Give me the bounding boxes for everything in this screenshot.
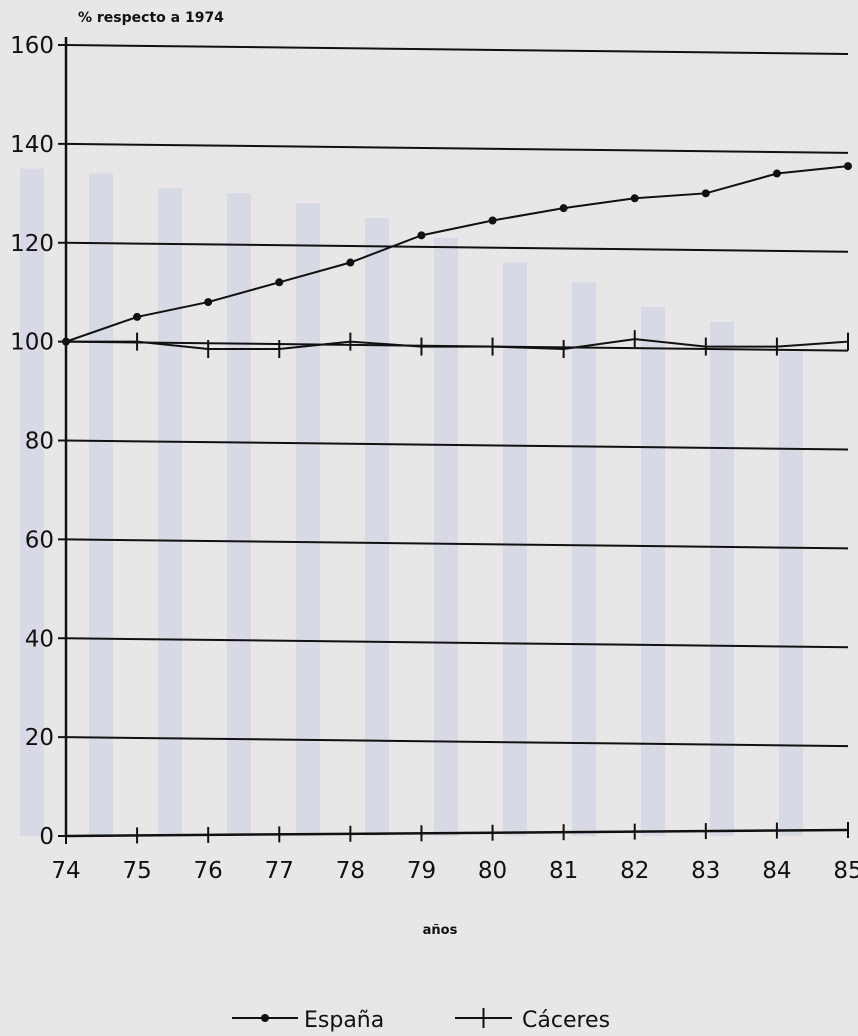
bleed-through-bar xyxy=(365,218,389,836)
x-tick-label: 75 xyxy=(122,858,151,884)
data-point xyxy=(630,194,639,203)
legend-label: Cáceres xyxy=(522,1008,610,1033)
y-tick-label: 120 xyxy=(10,231,54,257)
y-tick-label: 0 xyxy=(39,824,54,850)
data-point xyxy=(701,189,710,198)
y-tick-label: 140 xyxy=(10,132,54,158)
legend-marker xyxy=(261,1014,269,1022)
grid-line xyxy=(65,637,849,649)
x-axis-label: años xyxy=(423,923,458,938)
x-tick-label: 83 xyxy=(691,858,720,884)
grid-line xyxy=(65,439,849,451)
y-axis-label: % respecto a 1974 xyxy=(78,10,224,26)
bleed-through-bar xyxy=(227,193,251,836)
data-point xyxy=(772,169,781,178)
x-tick-label: 85 xyxy=(833,858,858,884)
data-point xyxy=(488,216,497,225)
bleed-through-bar xyxy=(779,351,803,836)
grid-line xyxy=(65,44,849,55)
y-tick-labels: 0 20 40 60 80 100 120 140 160 xyxy=(10,33,54,850)
bleed-through-bar xyxy=(503,262,527,836)
bleed-through-bar xyxy=(20,168,44,836)
data-point xyxy=(844,162,852,171)
x-tick-labels: 74 75 76 77 78 79 80 81 82 83 84 85 xyxy=(51,858,858,884)
bleed-through-bar xyxy=(710,321,734,837)
x-tick-label: 78 xyxy=(336,858,365,884)
x-tick-label: 74 xyxy=(51,858,80,884)
y-tick-label: 80 xyxy=(25,429,54,455)
series-line xyxy=(66,338,849,351)
x-tick-label: 84 xyxy=(762,858,791,884)
grid-line xyxy=(65,538,849,550)
grid-line xyxy=(65,142,849,154)
data-point xyxy=(559,204,568,213)
data-point xyxy=(204,298,213,307)
series-c-ceres xyxy=(65,330,849,359)
series-line xyxy=(65,165,849,343)
y-tick-label: 40 xyxy=(25,626,54,652)
bleed-through-bar xyxy=(158,188,182,836)
legend: España Cáceres xyxy=(232,1008,610,1033)
x-tick-label: 77 xyxy=(265,858,294,884)
y-tick-label: 60 xyxy=(25,527,54,553)
legend-item: Cáceres xyxy=(455,1008,610,1033)
legend-item: España xyxy=(232,1008,384,1033)
axes xyxy=(58,37,849,844)
x-tick-label: 76 xyxy=(194,858,223,884)
bleed-through-bar xyxy=(572,282,596,836)
y-tick-label: 160 xyxy=(10,33,54,59)
x-axis-line xyxy=(65,828,849,838)
series-espa-a xyxy=(62,162,852,346)
data-point xyxy=(417,231,426,240)
grid-line xyxy=(65,736,849,748)
series-layer xyxy=(62,162,852,359)
x-tick-label: 79 xyxy=(407,858,436,884)
data-point xyxy=(275,278,284,287)
bleed-through-bar xyxy=(434,237,458,836)
data-point xyxy=(133,312,142,321)
bleed-through-bar xyxy=(641,307,665,836)
bleed-through-decoration xyxy=(20,168,803,837)
grid-line xyxy=(65,241,849,253)
y-tick-label: 20 xyxy=(25,725,54,751)
y-tick-label: 100 xyxy=(10,330,54,356)
x-tick-label: 82 xyxy=(620,858,649,884)
grid-lines xyxy=(65,44,849,748)
bleed-through-bar xyxy=(89,173,113,837)
x-tick-label: 80 xyxy=(478,858,507,884)
data-point xyxy=(346,258,355,267)
x-tick-label: 81 xyxy=(549,858,578,884)
bleed-through-bar xyxy=(296,203,320,836)
legend-label: España xyxy=(304,1008,384,1033)
